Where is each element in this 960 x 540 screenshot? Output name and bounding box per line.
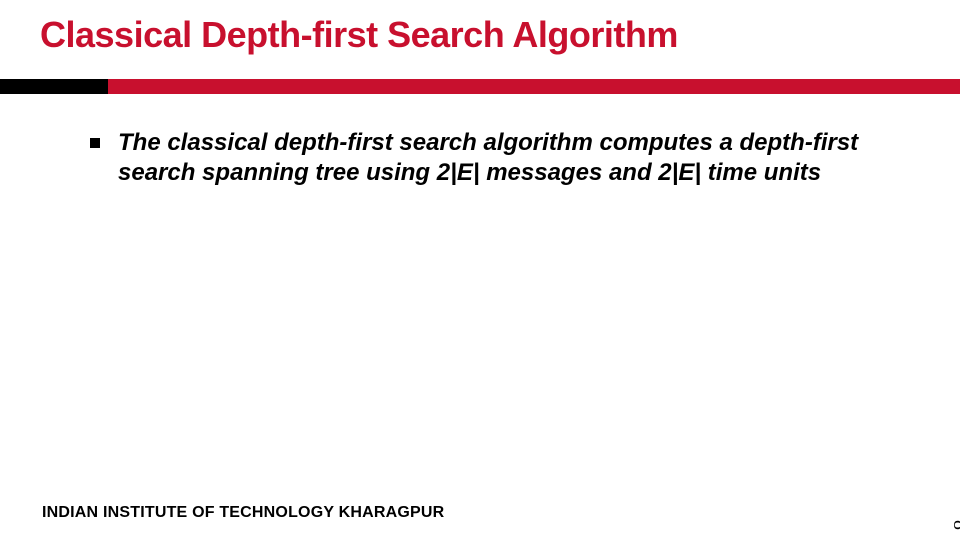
slide-body: The classical depth-first search algorit…: [90, 128, 890, 188]
footer-text: INDIAN INSTITUTE OF TECHNOLOGY KHARAGPUR: [42, 504, 444, 522]
page-number: 8: [948, 520, 960, 530]
bullet-text: The classical depth-first search algorit…: [118, 128, 890, 188]
bullet-item: The classical depth-first search algorit…: [90, 128, 890, 188]
title-bar: Classical Depth-first Search Algorithm: [0, 0, 960, 94]
accent-bar-red: [0, 79, 960, 94]
accent-bar-black: [0, 79, 108, 94]
slide: Classical Depth-first Search Algorithm T…: [0, 0, 960, 540]
slide-title: Classical Depth-first Search Algorithm: [40, 14, 678, 56]
bullet-marker-icon: [90, 138, 100, 148]
